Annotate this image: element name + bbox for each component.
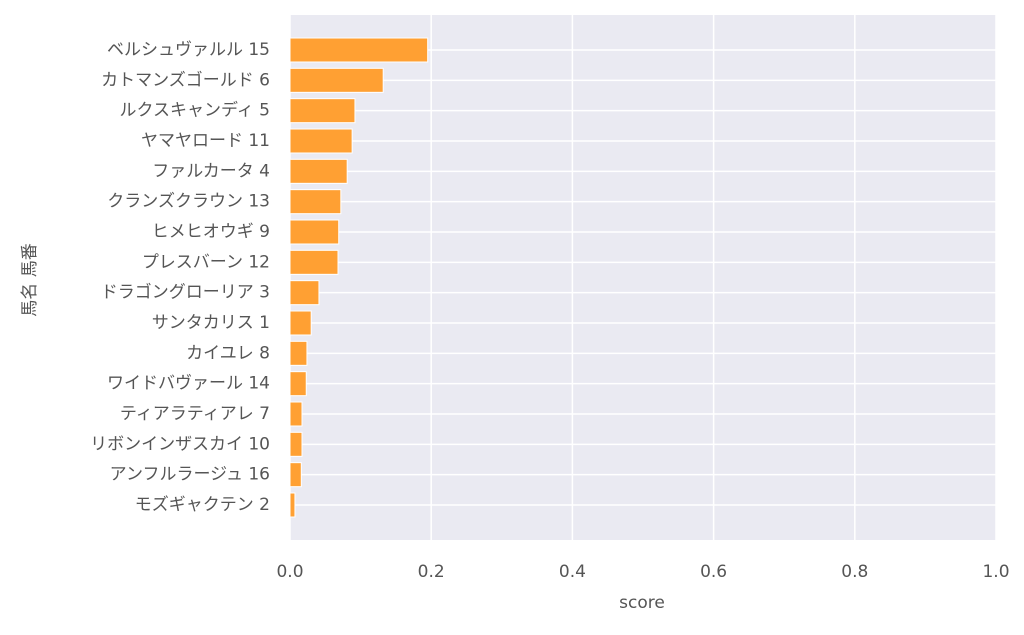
y-tick-label: クランズクラウン 13	[107, 192, 270, 212]
bar	[289, 371, 307, 397]
y-tick-label: リボンインザスカイ 10	[90, 434, 270, 454]
bar	[289, 401, 303, 427]
y-tick-label: ヤマヤロード 11	[141, 131, 270, 151]
bar	[289, 37, 429, 63]
bar	[289, 128, 353, 154]
y-axis-label: 馬名 馬番	[20, 243, 40, 316]
x-axis-label: score	[619, 593, 665, 613]
x-tick-label: 0.6	[700, 562, 727, 582]
bar	[289, 98, 356, 124]
bar	[289, 310, 312, 336]
x-tick-label: 0.8	[841, 562, 868, 582]
y-tick-label: カトマンズゴールド 6	[101, 69, 270, 90]
bar	[289, 67, 384, 93]
bar	[289, 280, 320, 306]
bar	[289, 189, 342, 215]
bar	[289, 249, 339, 275]
y-tick-label: ファルカータ 4	[152, 161, 270, 181]
bar	[289, 431, 303, 457]
y-tick-label: ルクスキャンディ 5	[119, 100, 270, 121]
y-tick-label: ヒメヒオウギ 9	[152, 222, 270, 242]
x-tick-label: 0.0	[276, 562, 303, 582]
x-tick-label: 1.0	[982, 562, 1009, 582]
bar	[289, 219, 340, 245]
y-tick-label: ティアラティアレ 7	[120, 404, 270, 424]
y-tick-label: ワイドバヴァール 14	[107, 374, 270, 394]
x-tick-label: 0.4	[559, 562, 586, 582]
bar	[289, 492, 296, 518]
y-tick-label: モズギャクテン 2	[135, 495, 270, 515]
bar	[289, 462, 302, 488]
y-tick-label: ドラゴングローリア 3	[101, 282, 270, 303]
bar	[289, 158, 348, 184]
bar	[289, 340, 308, 366]
y-tick-label: プレスバーン 12	[142, 252, 270, 272]
x-tick-label: 0.2	[418, 562, 445, 582]
y-tick-label: アンフルラージュ 16	[110, 465, 270, 485]
plot-area	[290, 15, 996, 540]
y-tick-label: ベルシュヴァルル 15	[107, 40, 270, 60]
y-tick-label: サンタカリス 1	[152, 313, 270, 333]
y-tick-label: カイユレ 8	[186, 343, 270, 363]
